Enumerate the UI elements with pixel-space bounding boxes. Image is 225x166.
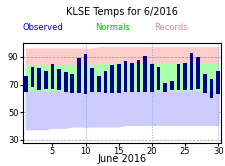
- Bar: [90, 68, 94, 92]
- Bar: [123, 61, 127, 92]
- Bar: [149, 64, 153, 92]
- Bar: [189, 53, 193, 90]
- Bar: [44, 71, 47, 89]
- Text: Observed: Observed: [22, 23, 63, 32]
- Text: KLSE Temps for 6/2016: KLSE Temps for 6/2016: [66, 7, 177, 17]
- Bar: [169, 81, 173, 90]
- Bar: [50, 64, 54, 89]
- Text: June 2016: June 2016: [97, 154, 146, 164]
- Bar: [110, 65, 113, 93]
- Bar: [136, 60, 140, 92]
- Bar: [176, 64, 179, 90]
- Bar: [116, 64, 120, 93]
- Bar: [215, 71, 219, 94]
- Bar: [31, 67, 34, 87]
- Bar: [156, 67, 160, 90]
- Bar: [182, 63, 186, 90]
- Bar: [57, 69, 61, 90]
- Bar: [196, 57, 199, 89]
- Bar: [163, 83, 166, 92]
- Bar: [70, 74, 74, 93]
- Bar: [202, 74, 206, 93]
- Bar: [64, 72, 67, 92]
- Bar: [143, 56, 146, 92]
- Text: Normals: Normals: [94, 23, 129, 32]
- Bar: [83, 54, 87, 94]
- Bar: [24, 76, 28, 92]
- Bar: [97, 76, 100, 92]
- Bar: [37, 68, 41, 90]
- Bar: [209, 79, 212, 98]
- Bar: [130, 63, 133, 92]
- Text: Records: Records: [153, 23, 187, 32]
- Bar: [77, 58, 80, 93]
- Bar: [103, 71, 107, 93]
